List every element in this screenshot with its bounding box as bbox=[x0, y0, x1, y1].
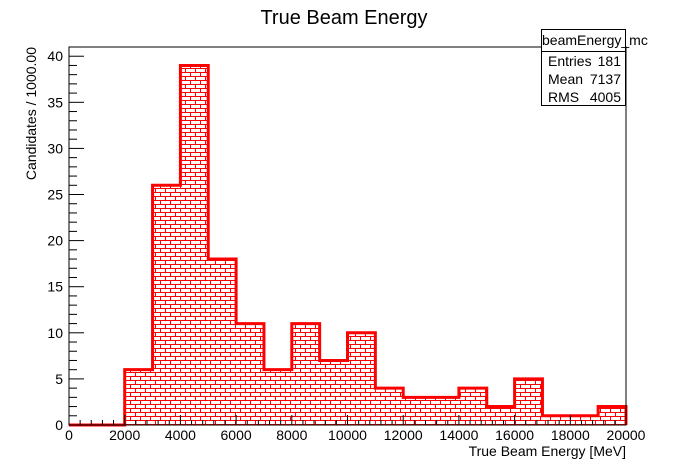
histogram-bar bbox=[403, 397, 432, 425]
x-tick-label: 2000 bbox=[109, 427, 140, 443]
histogram-bar bbox=[347, 332, 376, 425]
histogram-bar bbox=[375, 388, 404, 425]
x-tick-label: 4000 bbox=[165, 427, 196, 443]
histogram-bar bbox=[431, 397, 459, 425]
y-tick-label: 30 bbox=[47, 140, 63, 156]
stats-title: beamEnergy_mc bbox=[542, 30, 648, 52]
x-tick-label: 0 bbox=[65, 427, 73, 443]
stats-label: RMS bbox=[548, 89, 580, 105]
histogram-bar bbox=[598, 406, 626, 425]
stats-label: Mean bbox=[548, 71, 584, 87]
stats-value: 181 bbox=[597, 53, 621, 69]
stats-label: Entries bbox=[548, 53, 592, 69]
histogram-bar bbox=[152, 185, 181, 425]
histogram-bar bbox=[124, 369, 153, 425]
x-tick-label: 16000 bbox=[495, 427, 534, 443]
histogram-bar bbox=[319, 360, 348, 425]
x-tick-label: 14000 bbox=[439, 427, 478, 443]
y-tick-label: 15 bbox=[47, 279, 63, 295]
y-axis: 0 5 10 15 20 25 30 35 40 bbox=[47, 46, 84, 433]
histogram-bar bbox=[291, 323, 320, 425]
histogram-bars bbox=[124, 65, 626, 425]
histogram-bar bbox=[458, 388, 487, 425]
chart-title: True Beam Energy bbox=[260, 7, 427, 29]
histogram-bar bbox=[570, 415, 599, 425]
histogram-bar bbox=[263, 369, 292, 425]
stats-value: 4005 bbox=[589, 89, 621, 105]
y-tick-label: 10 bbox=[47, 325, 63, 341]
x-tick-label: 18000 bbox=[551, 427, 590, 443]
y-tick-label: 35 bbox=[47, 94, 63, 110]
x-axis: 0 2000 4000 6000 8000 10000 12000 14000 16000 180… bbox=[65, 415, 646, 443]
stats-value: 7137 bbox=[589, 71, 621, 87]
histogram-bar bbox=[208, 259, 237, 425]
x-tick-label: 6000 bbox=[221, 427, 252, 443]
y-tick-label: 25 bbox=[47, 187, 63, 203]
histogram-outline bbox=[69, 63, 628, 427]
x-tick-label: 20000 bbox=[607, 427, 646, 443]
x-tick-label: 12000 bbox=[384, 427, 423, 443]
stats-row-entries: Entries 181 bbox=[542, 52, 625, 70]
x-tick-label: 8000 bbox=[276, 427, 307, 443]
histogram-bar bbox=[180, 65, 209, 425]
y-axis-label: Candidates / 1000.00 bbox=[23, 47, 39, 180]
y-tick-label: 5 bbox=[55, 371, 63, 387]
stats-row-rms: RMS 4005 bbox=[542, 88, 625, 106]
histogram-bar bbox=[236, 323, 264, 425]
y-tick-label: 40 bbox=[47, 48, 63, 64]
histogram-bar bbox=[542, 415, 571, 425]
y-tick-label: 20 bbox=[47, 233, 63, 249]
x-tick-label: 10000 bbox=[328, 427, 367, 443]
y-tick-label: 0 bbox=[55, 417, 63, 433]
histogram-bar bbox=[486, 406, 515, 425]
stats-row-mean: Mean 7137 bbox=[542, 70, 625, 88]
histogram-bar bbox=[514, 378, 543, 425]
x-axis-label: True Beam Energy [MeV] bbox=[469, 443, 626, 459]
stats-box: beamEnergy_mc Entries 181 Mean 7137 RMS … bbox=[541, 29, 648, 106]
